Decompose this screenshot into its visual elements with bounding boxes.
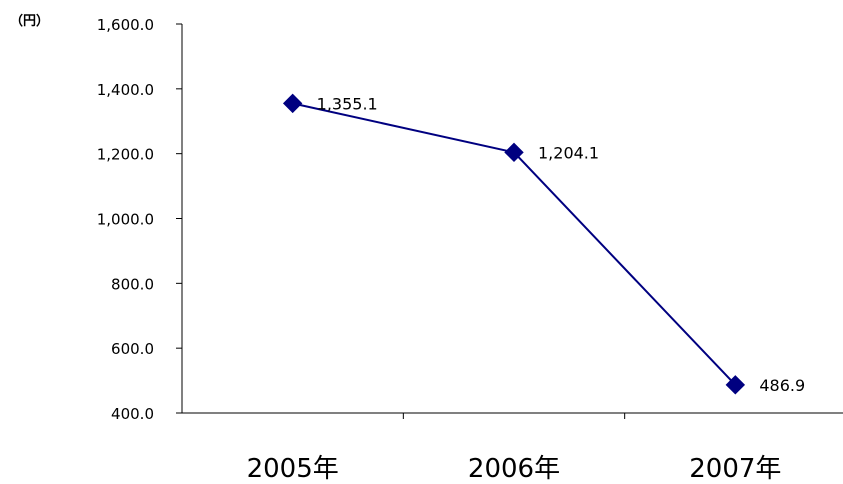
y-tick-label: 1,400.0 bbox=[97, 81, 154, 99]
y-unit-label: （円） bbox=[10, 14, 50, 29]
data-label: 486.9 bbox=[759, 376, 805, 395]
y-tick-label: 400.0 bbox=[111, 405, 154, 423]
data-point-marker bbox=[725, 375, 746, 395]
y-tick-label: 1,200.0 bbox=[97, 146, 154, 164]
y-tick-label: 600.0 bbox=[111, 340, 154, 358]
data-label: 1,355.1 bbox=[317, 94, 378, 113]
data-point-marker bbox=[282, 93, 303, 114]
x-tick-label: 2007年 bbox=[689, 454, 781, 480]
data-label: 1,204.1 bbox=[538, 143, 599, 162]
y-tick-label: 1,000.0 bbox=[97, 211, 154, 229]
y-tick-label: 1,600.0 bbox=[97, 16, 154, 34]
x-tick-label: 2006年 bbox=[468, 454, 560, 480]
data-point-marker bbox=[504, 142, 524, 163]
x-tick-label: 2005年 bbox=[247, 454, 339, 480]
y-tick-label: 800.0 bbox=[111, 275, 154, 293]
